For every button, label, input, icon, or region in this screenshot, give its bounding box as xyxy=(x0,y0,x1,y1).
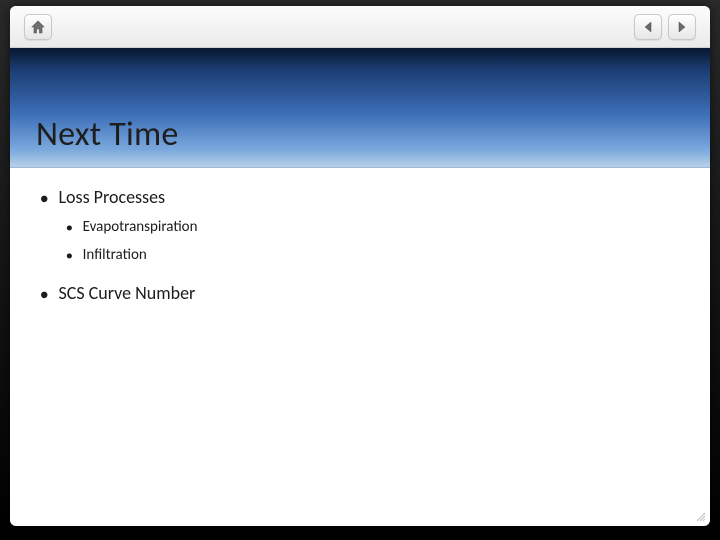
list-item: ● Loss Processes ● Evapotranspiration xyxy=(40,186,680,264)
bullet-icon: ● xyxy=(66,250,73,261)
bullet-icon: ● xyxy=(40,288,48,302)
slide: Next Time ● Loss Processes ● Evapotransp… xyxy=(10,6,710,526)
bullet-icon: ● xyxy=(66,222,73,233)
slide-body: ● Loss Processes ● Evapotranspiration xyxy=(10,168,710,342)
list-item: ● SCS Curve Number xyxy=(40,282,680,304)
resize-handle-icon xyxy=(694,510,706,522)
triangle-left-icon xyxy=(643,21,653,33)
presentation-stage: Next Time ● Loss Processes ● Evapotransp… xyxy=(0,0,720,540)
next-button[interactable] xyxy=(668,14,696,40)
toolbar-right xyxy=(634,14,696,40)
list-item-label: Evapotranspiration xyxy=(83,218,198,236)
title-band: Next Time xyxy=(10,48,710,168)
list-item: ● Evapotranspiration xyxy=(66,218,680,236)
bullet-icon: ● xyxy=(40,192,48,206)
triangle-right-icon xyxy=(677,21,687,33)
list-item-label: SCS Curve Number xyxy=(58,282,195,304)
list-item: ● Infiltration xyxy=(66,246,680,264)
list-item-label: Loss Processes xyxy=(58,186,165,208)
toolbar xyxy=(10,6,710,48)
home-icon xyxy=(30,20,46,34)
bullet-sublist: ● Evapotranspiration ● Infiltration xyxy=(40,218,680,264)
list-item-label: Infiltration xyxy=(83,246,147,264)
home-button[interactable] xyxy=(24,14,52,40)
slide-title: Next Time xyxy=(36,114,179,155)
prev-button[interactable] xyxy=(634,14,662,40)
toolbar-left xyxy=(24,14,52,40)
bullet-list: ● Loss Processes ● Evapotranspiration xyxy=(40,186,680,304)
